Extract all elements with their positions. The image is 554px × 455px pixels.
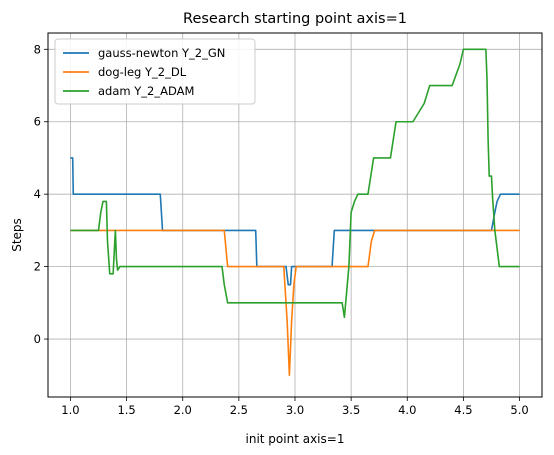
- x-tick-label: 1.0: [61, 403, 79, 417]
- series-line-2: [70, 229, 520, 377]
- x-tick-label: 4.0: [398, 403, 416, 417]
- y-tick-label: 8: [34, 42, 41, 56]
- axis-ticks: 1.0 1.5 2.0 2.5 3.0 3.5 4.0 4.5 5.0 0 2 4 6 8: [34, 42, 529, 417]
- series-lines: [70, 48, 520, 377]
- x-tick-label: 2.5: [230, 403, 248, 417]
- y-tick-label: 6: [34, 115, 41, 129]
- x-tick-label: 5.0: [510, 403, 528, 417]
- x-tick-label: 3.0: [286, 403, 304, 417]
- y-tick-label: 2: [34, 260, 41, 274]
- x-axis-label: init point axis=1: [246, 432, 345, 446]
- legend-box: [54, 38, 256, 105]
- x-tick-label: 1.5: [117, 403, 135, 417]
- y-tick-label: 0: [34, 332, 41, 346]
- x-tick-label: 3.5: [342, 403, 360, 417]
- chart-title: Research starting point axis=1: [183, 11, 407, 27]
- legend-label: gauss-newton Y_2_GN: [98, 46, 225, 60]
- legend-label: dog-leg Y_2_DL: [98, 65, 187, 79]
- series-line-3: [70, 48, 520, 319]
- y-tick-label: 4: [34, 187, 41, 201]
- y-axis-label: Steps: [10, 218, 24, 252]
- legend-label: adam Y_2_ADAM: [98, 84, 194, 98]
- x-tick-label: 4.5: [454, 403, 472, 417]
- x-tick-label: 2.0: [174, 403, 192, 417]
- series-line-1: [70, 157, 520, 286]
